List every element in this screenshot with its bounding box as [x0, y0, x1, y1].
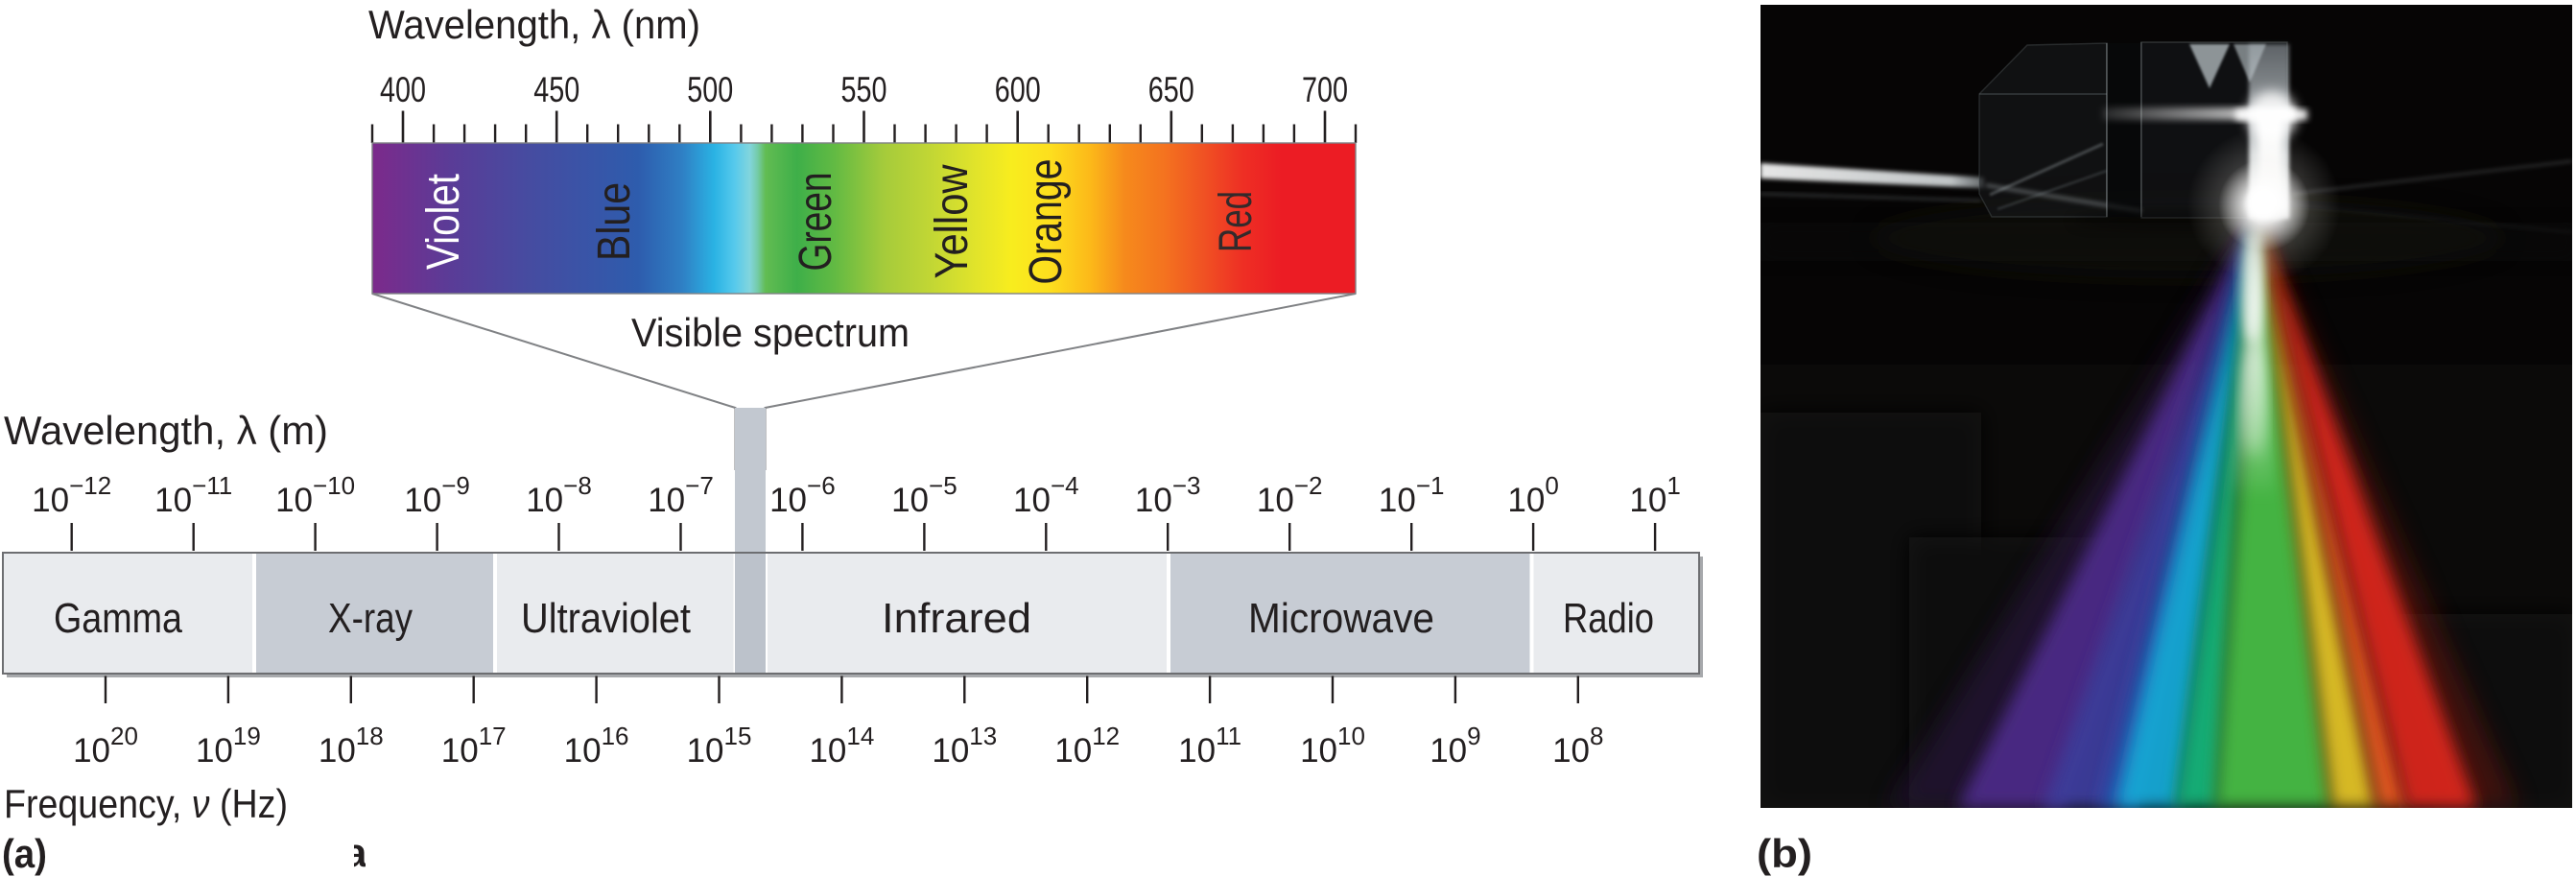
svg-text:Microwave: Microwave	[1248, 595, 1434, 642]
svg-text:Infrared: Infrared	[882, 595, 1031, 642]
svg-text:10−11: 10−11	[154, 471, 232, 519]
svg-text:10−6: 10−6	[769, 471, 836, 519]
svg-text:1018: 1018	[319, 722, 384, 770]
svg-text:a: a	[344, 830, 367, 875]
svg-text:650: 650	[1148, 70, 1194, 109]
svg-text:Radio: Radio	[1563, 595, 1654, 642]
svg-text:1011: 1011	[1178, 722, 1241, 770]
svg-text:10−5: 10−5	[891, 471, 957, 519]
svg-text:Gamma: Gamma	[54, 595, 182, 642]
svg-text:10−8: 10−8	[526, 471, 592, 519]
svg-text:1010: 1010	[1300, 722, 1365, 770]
svg-text:10−7: 10−7	[648, 471, 714, 519]
svg-text:100: 100	[1507, 471, 1558, 519]
svg-text:Blue: Blue	[589, 182, 640, 261]
svg-text:1017: 1017	[441, 722, 507, 770]
svg-text:1019: 1019	[196, 722, 261, 770]
svg-text:1015: 1015	[687, 722, 752, 770]
svg-text:10−3: 10−3	[1135, 471, 1201, 519]
svg-text:10−9: 10−9	[404, 471, 470, 519]
svg-text:10−1: 10−1	[1379, 471, 1445, 519]
svg-text:109: 109	[1430, 722, 1480, 770]
svg-text:700: 700	[1302, 70, 1348, 109]
svg-text:Wavelength, λ (nm): Wavelength, λ (nm)	[368, 2, 700, 47]
svg-text:(a): (a)	[2, 831, 47, 876]
svg-text:10−10: 10−10	[275, 471, 355, 519]
svg-text:10−12: 10−12	[32, 471, 111, 519]
svg-text:Visible spectrum: Visible spectrum	[631, 310, 910, 355]
svg-text:400: 400	[380, 70, 426, 109]
svg-text:600: 600	[995, 70, 1041, 109]
svg-text:101: 101	[1629, 471, 1680, 519]
svg-text:Violet: Violet	[418, 174, 469, 270]
svg-text:550: 550	[841, 70, 887, 109]
svg-text:Frequency, ν (Hz): Frequency, ν (Hz)	[4, 781, 288, 826]
svg-text:1013: 1013	[932, 722, 997, 770]
svg-text:1020: 1020	[73, 722, 138, 770]
svg-text:X-ray: X-ray	[328, 595, 413, 642]
svg-text:Wavelength, λ (m): Wavelength, λ (m)	[4, 408, 328, 453]
svg-text:Yellow: Yellow	[927, 164, 978, 278]
svg-text:10−2: 10−2	[1257, 471, 1323, 519]
svg-text:1014: 1014	[809, 722, 874, 770]
svg-text:Orange: Orange	[1021, 159, 1072, 285]
svg-text:Ultraviolet: Ultraviolet	[521, 595, 691, 642]
svg-text:450: 450	[533, 70, 579, 109]
svg-text:Green: Green	[791, 173, 841, 272]
svg-text:(b): (b)	[1757, 831, 1812, 876]
svg-text:108: 108	[1552, 722, 1603, 770]
svg-text:Red: Red	[1211, 191, 1262, 252]
svg-text:1016: 1016	[564, 722, 629, 770]
svg-text:500: 500	[687, 70, 733, 109]
svg-text:1012: 1012	[1054, 722, 1120, 770]
svg-text:10−4: 10−4	[1013, 471, 1079, 519]
